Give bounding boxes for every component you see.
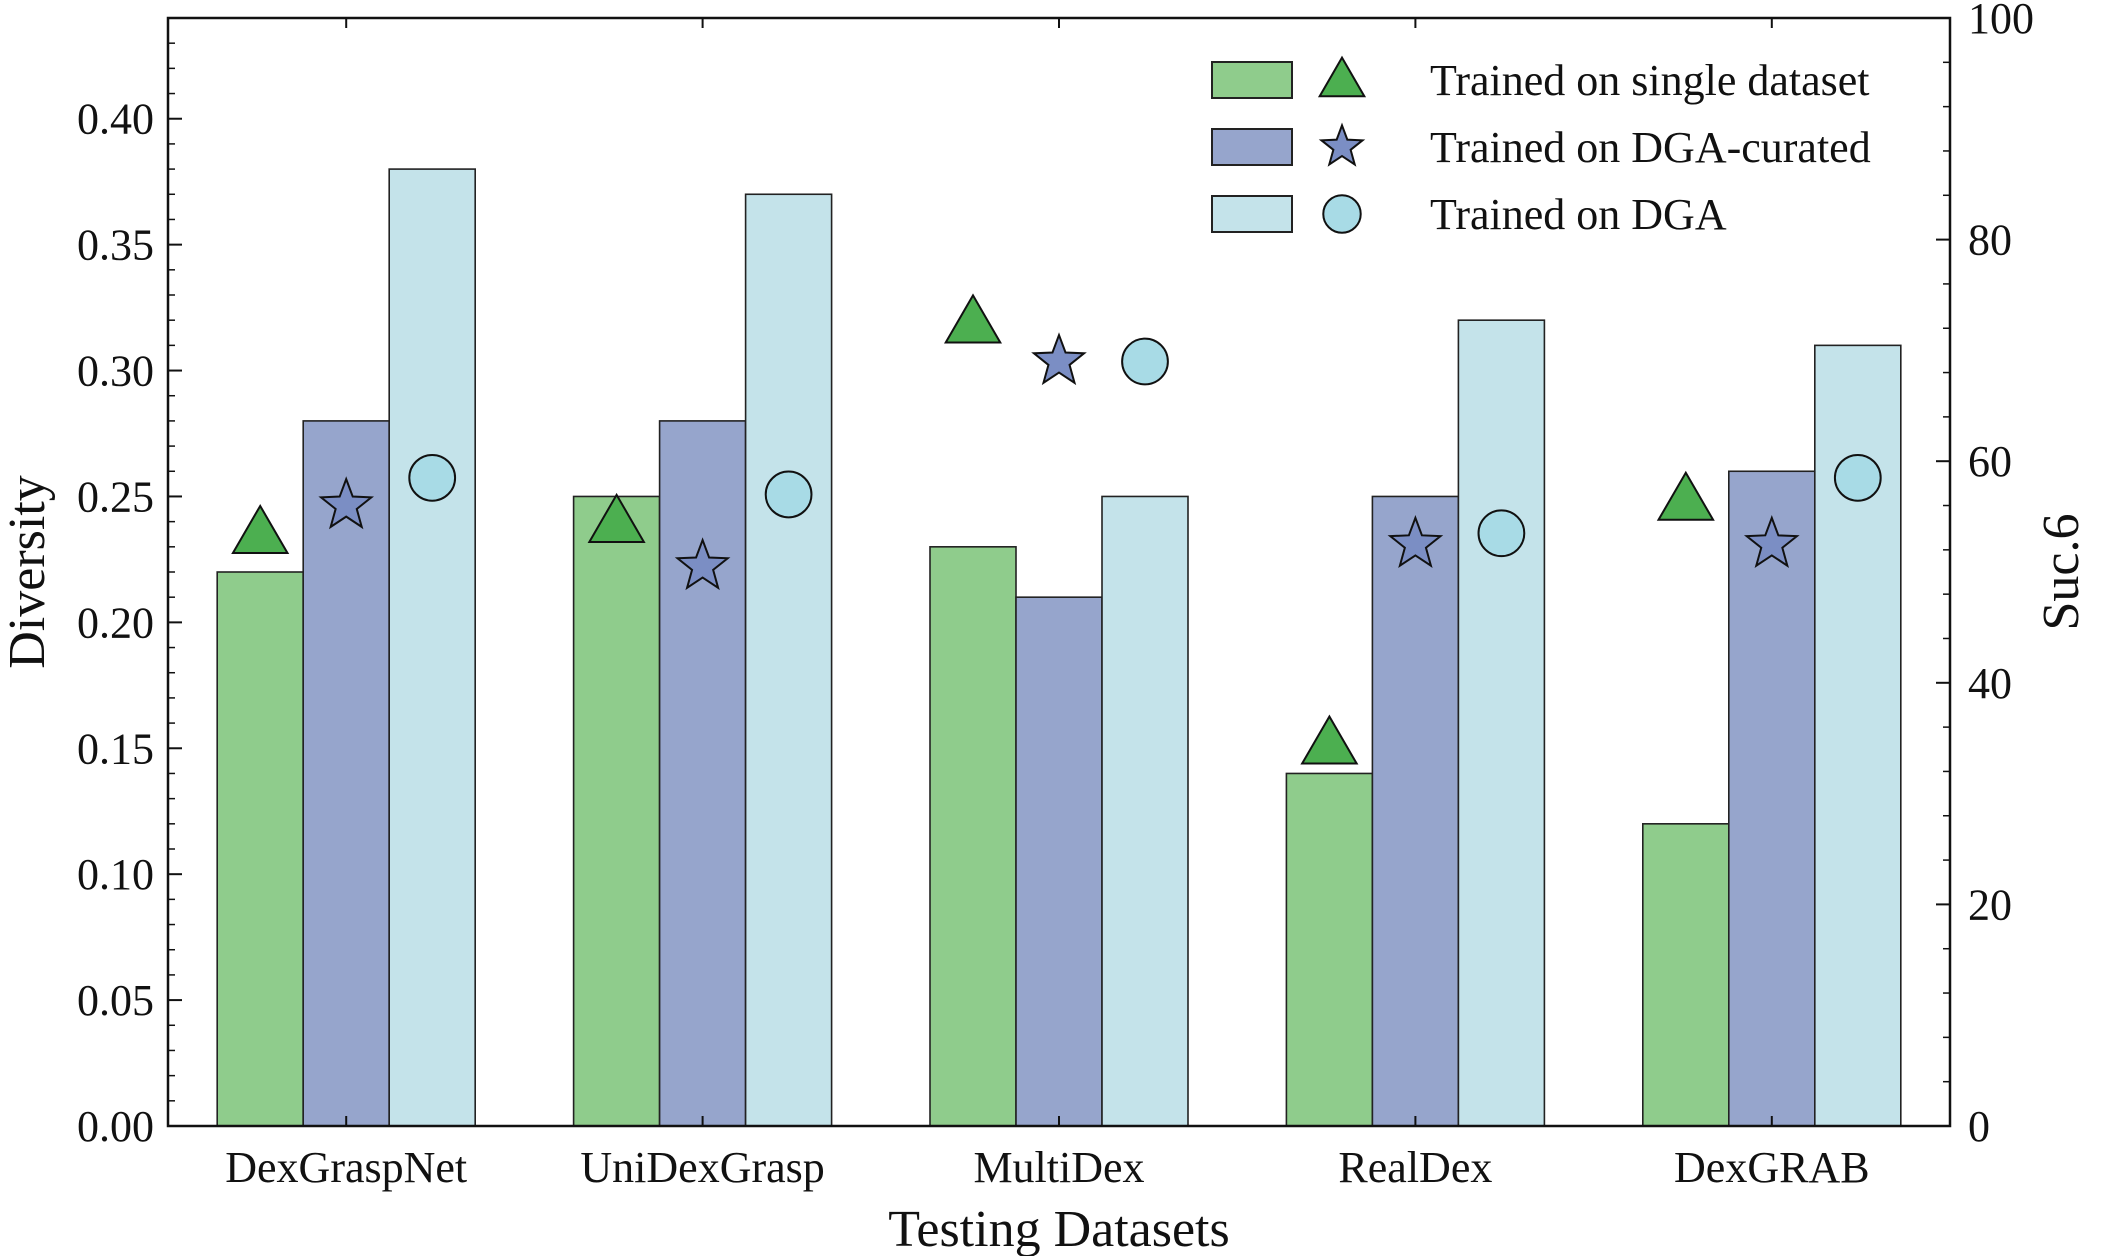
bar-trained-on-dga-curated-multidex (1015, 596, 1103, 1127)
x-category-label: UniDexGrasp (580, 1143, 824, 1192)
y2-axis-title: Suc.6 (2033, 514, 2090, 631)
x-axis-title: Testing Datasets (888, 1201, 1230, 1256)
bars-layer (216, 168, 1902, 1127)
marker-trained-on-dga-curated-realdex (1387, 515, 1444, 568)
marker-trained-on-single-dataset-multidex (943, 293, 1003, 344)
legend-marker-trained-on-dga-curated (1318, 122, 1366, 167)
x-category-label: RealDex (1338, 1143, 1492, 1192)
legend-label-trained-on-dga: Trained on DGA (1430, 190, 1727, 239)
bar-trained-on-dga-dexgraspnet (388, 168, 477, 1127)
y2-tick-label: 0 (1968, 1102, 1990, 1151)
marker-trained-on-dga-unidexgrasp (764, 470, 813, 519)
y-tick-label: 0.00 (77, 1102, 154, 1151)
bar-trained-on-dga-curated-dexgrab (1728, 470, 1816, 1127)
bar-trained-on-dga-realdex (1457, 319, 1546, 1127)
marker-trained-on-single-dataset-dexgraspnet (231, 503, 290, 555)
y2-tick-label: 80 (1968, 216, 2012, 265)
bar-trained-on-dga-multidex (1101, 495, 1189, 1127)
legend-label-trained-on-dga-curated: Trained on DGA-curated (1430, 123, 1871, 172)
legend: Trained on single dataset Trained on DGA-… (1211, 55, 1871, 239)
y2-tick-label: 40 (1968, 659, 2012, 708)
bar-trained-on-dga-curated-unidexgrasp (658, 420, 747, 1127)
y-tick-label: 0.15 (77, 724, 154, 773)
bar-trained-on-single-dataset-dexgrab (1642, 823, 1730, 1127)
marker-trained-on-single-dataset-unidexgrasp (587, 492, 646, 543)
marker-trained-on-dga-dexgraspnet (408, 453, 457, 502)
bar-trained-on-single-dataset-multidex (929, 546, 1017, 1127)
legend-label-trained-on-single-dataset: Trained on single dataset (1430, 56, 1870, 105)
bar-trained-on-single-dataset-unidexgrasp (572, 495, 661, 1127)
legend-swatch-trained-on-single-dataset (1211, 61, 1293, 99)
axis-ticks: 0.00 0.05 0.10 0.15 0.20 0.25 0.30 0.35 0.40 0 20 4… (77, 0, 2034, 1192)
bar-trained-on-dga-unidexgrasp (744, 193, 833, 1127)
bar-trained-on-single-dataset-realdex (1285, 772, 1374, 1127)
marker-trained-on-dga-curated-dexgrab (1743, 515, 1800, 568)
y2-tick-label: 20 (1968, 880, 2012, 929)
bar-trained-on-dga-curated-realdex (1371, 495, 1460, 1127)
legend-marker-trained-on-single-dataset (1317, 55, 1367, 98)
marker-trained-on-dga-multidex (1121, 337, 1169, 386)
y-tick-label: 0.25 (77, 472, 154, 521)
x-category-label: MultiDex (973, 1143, 1144, 1192)
marker-trained-on-dga-curated-multidex (1031, 332, 1087, 386)
marker-trained-on-single-dataset-dexgrab (1656, 470, 1715, 521)
bar-trained-on-dga-curated-dexgraspnet (302, 420, 391, 1127)
legend-swatch-trained-on-dga (1211, 195, 1293, 233)
y-tick-label: 0.05 (77, 976, 154, 1025)
y-tick-label: 0.10 (77, 850, 154, 899)
success-markers-layer (231, 293, 1882, 765)
y2-tick-label: 100 (1968, 0, 2034, 43)
y-axis-title: Diversity (0, 475, 56, 669)
bar-trained-on-single-dataset-dexgraspnet (216, 571, 304, 1127)
x-category-label: DexGRAB (1674, 1143, 1870, 1192)
marker-trained-on-dga-dexgrab (1833, 453, 1882, 502)
marker-trained-on-single-dataset-realdex (1300, 714, 1359, 765)
legend-marker-trained-on-dga (1322, 194, 1362, 234)
legend-swatch-trained-on-dga-curated (1211, 128, 1293, 166)
y2-tick-label: 60 (1968, 437, 2012, 486)
y-tick-label: 0.35 (77, 221, 154, 270)
y-tick-label: 0.40 (77, 95, 154, 144)
y-tick-label: 0.20 (77, 598, 154, 647)
marker-trained-on-dga-curated-unidexgrasp (674, 537, 731, 591)
x-category-label: DexGraspNet (225, 1143, 467, 1192)
marker-trained-on-dga-curated-dexgraspnet (318, 476, 375, 530)
marker-trained-on-dga-realdex (1477, 509, 1526, 558)
y-tick-label: 0.30 (77, 347, 154, 396)
